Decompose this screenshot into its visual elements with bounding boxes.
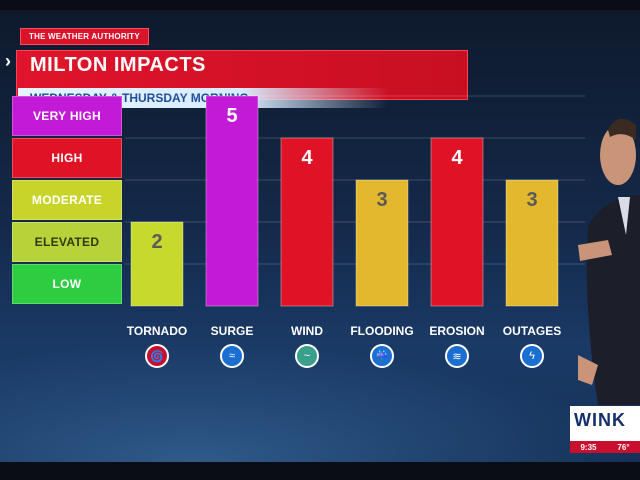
station-logo xyxy=(570,406,640,446)
category-label-tornado: TORNADO xyxy=(126,324,188,338)
chevron-right-icon: › xyxy=(5,51,11,71)
time-readout: 9:35 xyxy=(580,442,597,452)
bar-wind xyxy=(280,137,334,307)
chart-title: MILTON IMPACTS xyxy=(30,54,206,76)
wind-icon: ~ xyxy=(295,344,319,368)
bar-outages xyxy=(505,179,559,307)
level-low: LOW xyxy=(12,264,122,304)
bar-value-wind: 4 xyxy=(301,147,313,169)
category-label-surge: SURGE xyxy=(210,324,254,338)
erosion-icon: ≋ xyxy=(445,344,469,368)
category-label-wind: WIND xyxy=(291,324,323,338)
tornado-icon: 🌀 xyxy=(145,344,169,368)
presenter-silhouette xyxy=(578,118,640,405)
level-elevated: ELEVATED xyxy=(12,222,122,262)
level-very-high: VERY HIGH xyxy=(12,96,122,136)
brand-tag: THE WEATHER AUTHORITY xyxy=(20,28,149,45)
tv-screen: THE WEATHER AUTHORITY › MILTON IMPACTS W… xyxy=(0,10,640,462)
bar-value-flooding: 3 xyxy=(376,189,387,211)
category-label-flooding: FLOODING xyxy=(350,324,414,338)
time-temp-strip: 9:35 76° xyxy=(570,441,640,453)
station-logo-text: WINK xyxy=(574,410,626,430)
level-moderate: MODERATE xyxy=(12,180,122,220)
outages-icon: ϟ xyxy=(520,344,544,368)
bar-value-outages: 3 xyxy=(526,189,537,211)
flooding-icon: ☔ xyxy=(370,344,394,368)
bar-flooding xyxy=(355,179,409,307)
bar-value-erosion: 4 xyxy=(451,147,463,169)
surge-icon: ≈ xyxy=(220,344,244,368)
impact-bar-chart: 2 5 4 3 4 3 xyxy=(125,95,585,307)
category-label-erosion: EROSION xyxy=(429,324,485,338)
bar-tornado xyxy=(130,221,184,307)
category-label-outages: OUTAGES xyxy=(502,324,562,338)
temp-readout: 76° xyxy=(617,442,630,452)
bar-value-tornado: 2 xyxy=(151,231,162,253)
level-high: HIGH xyxy=(12,138,122,178)
bar-value-surge: 5 xyxy=(226,105,237,127)
bar-erosion xyxy=(430,137,484,307)
bar-surge xyxy=(205,95,259,307)
